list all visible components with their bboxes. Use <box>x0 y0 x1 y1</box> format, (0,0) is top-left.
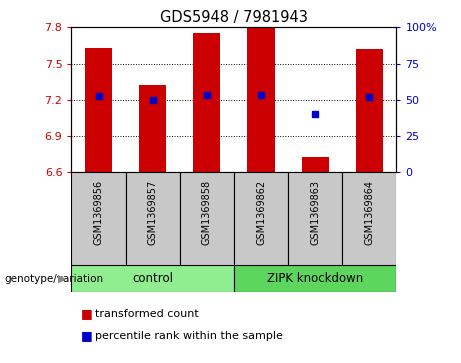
Bar <box>234 265 396 292</box>
Text: ■: ■ <box>81 307 92 321</box>
Bar <box>301 157 329 172</box>
Bar <box>288 172 342 265</box>
Bar <box>234 172 288 265</box>
Bar <box>139 85 166 172</box>
Text: control: control <box>132 272 173 285</box>
Bar <box>356 49 383 172</box>
Bar <box>71 172 125 265</box>
Text: GSM1369863: GSM1369863 <box>310 180 320 245</box>
Text: percentile rank within the sample: percentile rank within the sample <box>95 331 283 341</box>
Text: ZIPK knockdown: ZIPK knockdown <box>267 272 363 285</box>
Text: GSM1369856: GSM1369856 <box>94 180 104 245</box>
Bar <box>342 172 396 265</box>
Text: ■: ■ <box>81 329 92 342</box>
Text: ▶: ▶ <box>58 274 66 284</box>
Text: GSM1369858: GSM1369858 <box>202 180 212 245</box>
Text: genotype/variation: genotype/variation <box>5 274 104 284</box>
Bar <box>125 172 180 265</box>
Bar <box>180 172 234 265</box>
Bar <box>193 33 220 172</box>
Bar <box>248 28 275 172</box>
Bar <box>71 265 234 292</box>
Text: GSM1369862: GSM1369862 <box>256 180 266 245</box>
Text: GSM1369864: GSM1369864 <box>364 180 374 245</box>
Text: GSM1369857: GSM1369857 <box>148 180 158 245</box>
Bar <box>85 48 112 172</box>
Text: transformed count: transformed count <box>95 309 198 319</box>
Title: GDS5948 / 7981943: GDS5948 / 7981943 <box>160 10 308 25</box>
